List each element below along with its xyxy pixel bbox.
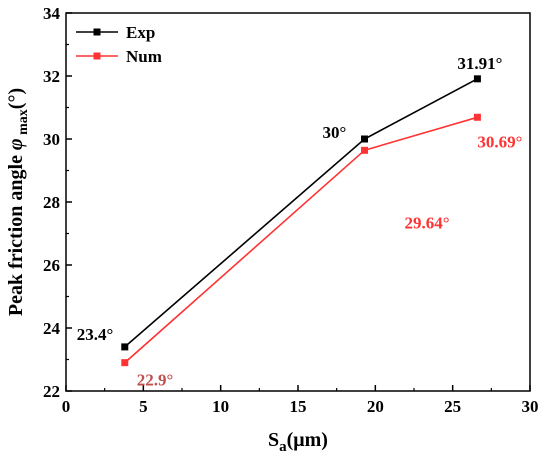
y-axis-label-sub: max bbox=[16, 109, 31, 138]
data-label-exp: 31.91° bbox=[457, 54, 502, 73]
x-axis-label: Sa(μm) bbox=[268, 429, 328, 455]
legend-label-exp: Exp bbox=[126, 23, 155, 42]
x-tick-label: 25 bbox=[444, 397, 461, 416]
x-tick-label: 10 bbox=[212, 397, 229, 416]
y-axis-label: Peak friction angle φ max(°) bbox=[5, 88, 31, 316]
data-label-exp: 30° bbox=[323, 123, 347, 142]
x-tick-label: 15 bbox=[290, 397, 307, 416]
data-label-num: 30.69° bbox=[477, 132, 522, 151]
y-axis-label-symbol: φ bbox=[5, 138, 27, 150]
data-point-exp bbox=[121, 343, 129, 351]
y-tick-label: 26 bbox=[43, 256, 60, 275]
data-point-num bbox=[473, 113, 481, 121]
data-label-exp: 23.4° bbox=[77, 325, 114, 344]
y-tick-label: 32 bbox=[43, 67, 60, 86]
series-line-num bbox=[124, 116, 478, 364]
y-tick-label: 28 bbox=[43, 193, 60, 212]
y-tick-label: 30 bbox=[43, 130, 60, 149]
legend-label-num: Num bbox=[126, 47, 162, 66]
x-axis-label-unit: (μm) bbox=[287, 429, 328, 451]
data-point-exp bbox=[473, 75, 481, 83]
y-tick-label: 24 bbox=[43, 319, 61, 338]
y-tick-label: 34 bbox=[43, 4, 61, 23]
data-point-num bbox=[361, 146, 369, 154]
legend-marker-num bbox=[93, 52, 101, 60]
axis-ticks: 0 5 10 15 20 25 30 22 24 26 28 30 32 34 bbox=[43, 4, 539, 416]
x-tick-label: 5 bbox=[139, 397, 148, 416]
data-labels: 23.4° 30° 31.91° 22.9° 29.64° 30.69° bbox=[77, 54, 523, 390]
x-tick-label: 0 bbox=[62, 397, 71, 416]
y-axis-label-unit: (°) bbox=[5, 88, 27, 109]
data-label-num: 22.9° bbox=[137, 371, 174, 390]
x-axis-label-sub: a bbox=[279, 439, 287, 455]
x-tick-label: 20 bbox=[367, 397, 384, 416]
x-tick-label: 30 bbox=[522, 397, 539, 416]
legend-marker-exp bbox=[93, 28, 101, 36]
data-point-exp bbox=[361, 135, 369, 143]
y-axis-label-main: Peak friction angle bbox=[5, 150, 27, 316]
series-markers bbox=[121, 75, 481, 367]
y-tick-label: 22 bbox=[43, 382, 60, 401]
x-axis-label-main: S bbox=[268, 429, 279, 451]
data-label-num: 29.64° bbox=[405, 213, 450, 232]
data-point-num bbox=[121, 359, 129, 367]
legend: Exp Num bbox=[76, 23, 162, 66]
